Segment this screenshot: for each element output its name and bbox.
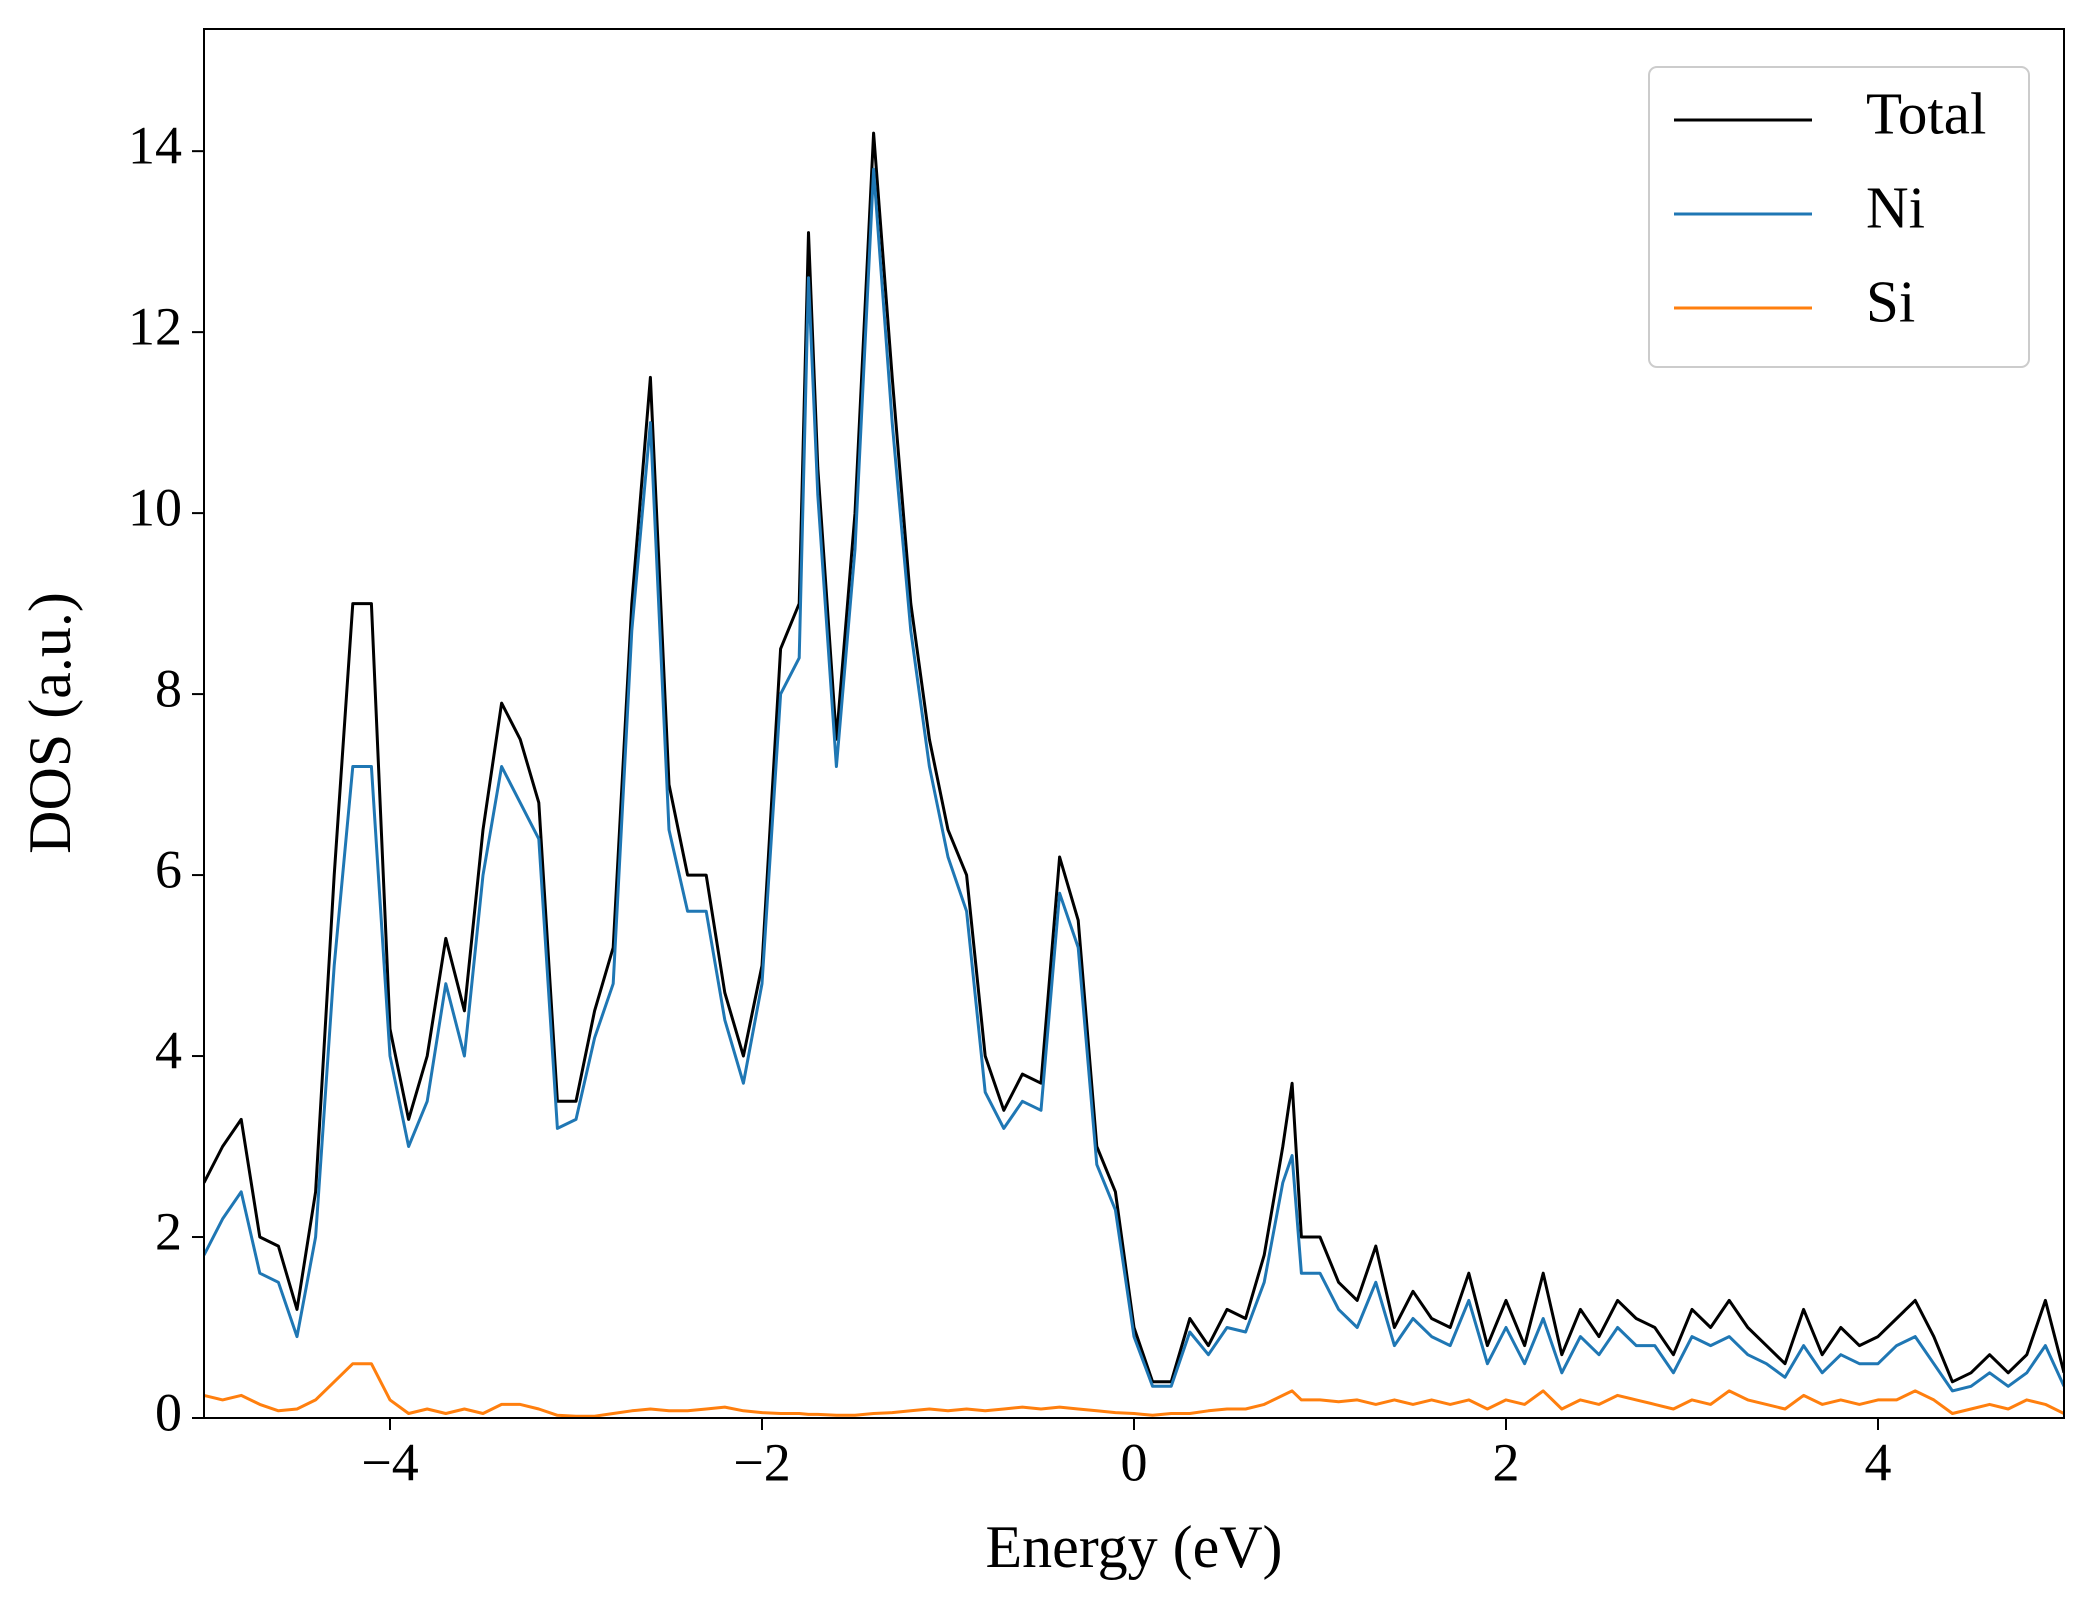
- legend-label: Ni: [1866, 175, 1925, 241]
- series-line: [204, 1362, 2064, 1418]
- y-tick-label: 4: [155, 1020, 182, 1080]
- y-tick-label: 14: [128, 116, 182, 176]
- legend-label: Si: [1866, 269, 1915, 335]
- y-tick-label: 8: [155, 658, 182, 718]
- series-line: [204, 167, 2064, 1393]
- x-tick-label: 2: [1493, 1432, 1520, 1492]
- x-tick-label: −4: [361, 1432, 418, 1492]
- y-tick-label: 12: [128, 297, 182, 357]
- x-tick-label: 0: [1121, 1432, 1148, 1492]
- legend-box: [1648, 66, 2030, 368]
- legend-label: Total: [1866, 81, 1986, 147]
- y-tick-label: 6: [155, 839, 182, 899]
- x-tick-label: −2: [733, 1432, 790, 1492]
- plot-frame: [203, 28, 2065, 1419]
- y-tick-label: 0: [155, 1382, 182, 1442]
- y-tick-label: 10: [128, 478, 182, 538]
- x-axis-label: Energy (eV): [985, 1514, 1282, 1580]
- y-axis-label: DOS (a.u.): [17, 592, 83, 854]
- x-tick-label: 4: [1865, 1432, 1892, 1492]
- y-tick-label: 2: [155, 1201, 182, 1261]
